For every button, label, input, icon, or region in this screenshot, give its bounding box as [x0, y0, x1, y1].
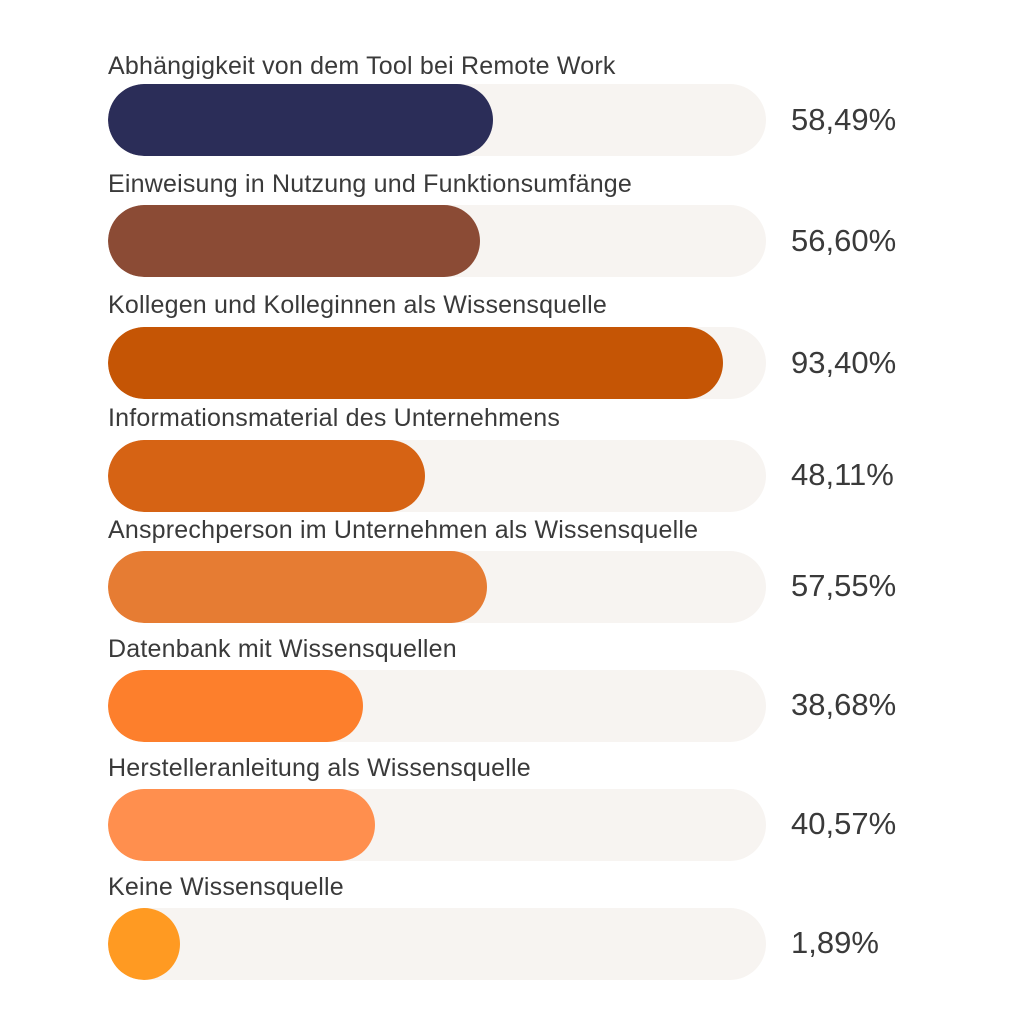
value-label: 58,49% [791, 102, 897, 137]
category-label: Informationsmaterial des Unternehmens [108, 404, 561, 432]
value-label: 48,11% [791, 457, 894, 492]
value-label: 56,60% [791, 223, 897, 258]
category-label: Herstelleranleitung als Wissensquelle [108, 754, 531, 782]
bar [108, 908, 180, 980]
bar-track [108, 551, 766, 623]
value-label: 40,57% [791, 806, 897, 841]
bar-track [108, 440, 766, 512]
category-label: Abhängigkeit von dem Tool bei Remote Wor… [108, 52, 616, 80]
bar-track [108, 789, 766, 861]
bar [108, 440, 425, 512]
bar-track [108, 205, 766, 277]
category-label: Kollegen und Kolleginnen als Wissensquel… [108, 291, 608, 319]
category-label: Keine Wissensquelle [108, 873, 344, 901]
value-label: 38,68% [791, 687, 897, 722]
value-label: 1,89% [791, 925, 879, 960]
category-label: Datenbank mit Wissensquellen [108, 635, 457, 663]
bar [108, 84, 493, 156]
bar [108, 670, 363, 742]
bar [108, 551, 487, 623]
bar-track [108, 327, 766, 399]
category-label: Ansprechperson im Unternehmen als Wissen… [108, 516, 699, 544]
bar [108, 205, 481, 277]
bar [108, 327, 723, 399]
bar-track [108, 908, 766, 980]
value-label: 57,55% [791, 568, 897, 603]
bar-track [108, 84, 766, 156]
value-label: 93,40% [791, 345, 897, 380]
category-label: Einweisung in Nutzung und Funktionsumfän… [108, 170, 633, 198]
bar-track [108, 670, 766, 742]
bar [108, 789, 375, 861]
